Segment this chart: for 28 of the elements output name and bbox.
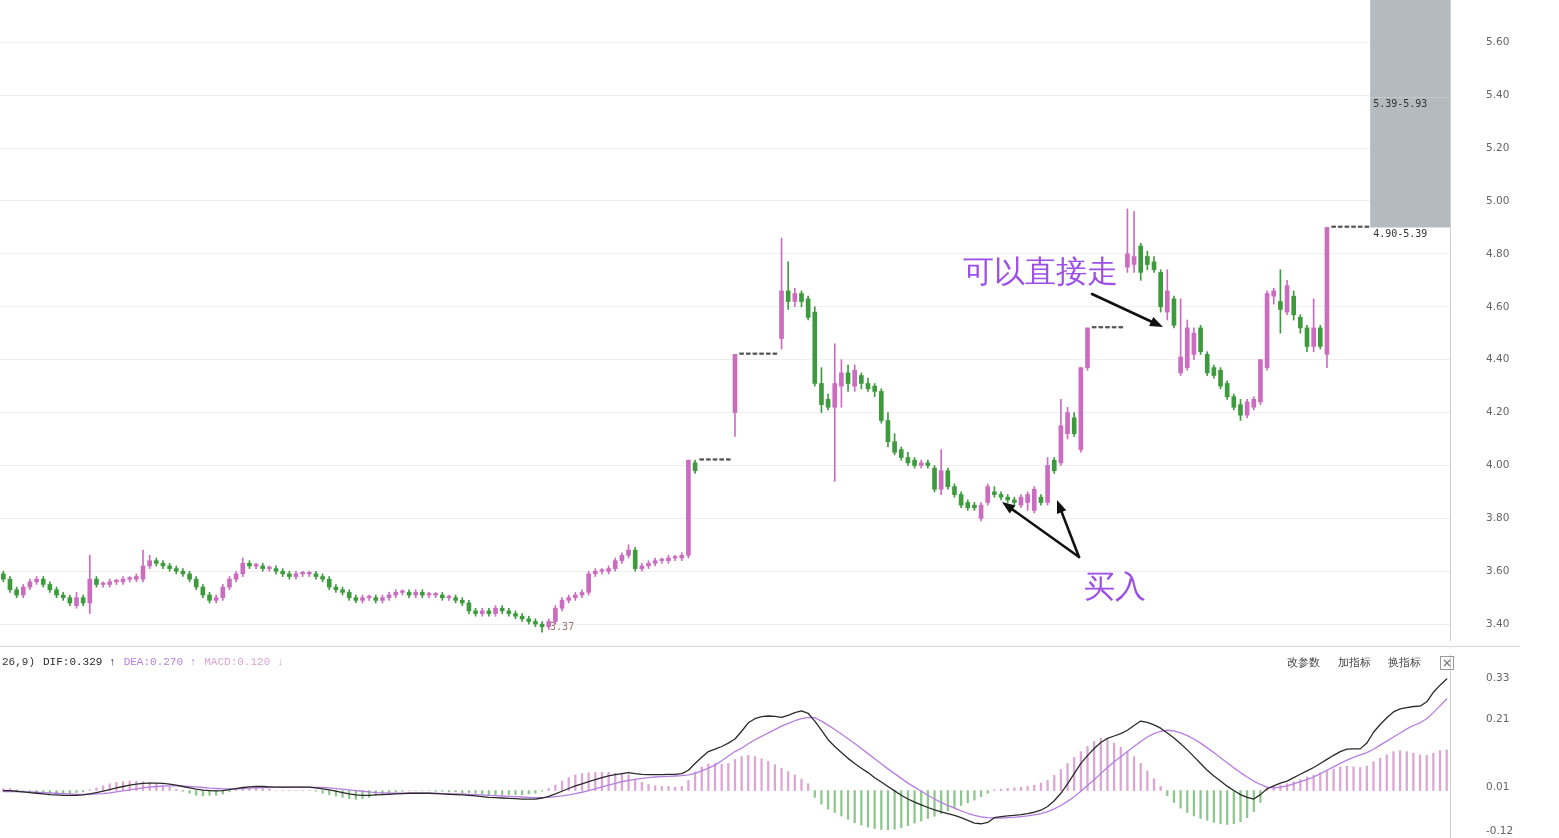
y-tick-label: 4.40	[1486, 352, 1510, 365]
y-tick-label: 3.80	[1486, 511, 1510, 524]
text: DIF:0.329 ↑	[43, 656, 116, 668]
y-tick-label: -0.12	[1486, 823, 1514, 836]
annotation: 可以直接走	[963, 253, 1118, 289]
y-tick-label: 5.20	[1486, 140, 1510, 153]
annotation: 买入	[1084, 568, 1146, 604]
y-tick-label: 4.00	[1486, 458, 1510, 471]
y-tick-label: 5.40	[1486, 87, 1510, 100]
band-label: 5.39-5.93	[1373, 98, 1428, 110]
y-tick-label: 4.20	[1486, 405, 1510, 418]
annotation: 3.37	[550, 621, 575, 633]
y-tick-label: 0.33	[1486, 671, 1510, 684]
band-label: 4.90-5.39	[1373, 228, 1428, 240]
y-tick-label: 3.60	[1486, 563, 1510, 576]
y-tick-label: 4.80	[1486, 246, 1510, 259]
annotation: 换指标	[1388, 656, 1421, 669]
y-tick-label: 5.00	[1486, 193, 1510, 206]
y-tick-label: 3.40	[1486, 616, 1510, 629]
y-tick-label: 0.01	[1486, 779, 1510, 792]
y-tick-label: 4.60	[1486, 299, 1510, 312]
text: MACD:0.120 ↓	[204, 656, 284, 668]
y-tick-label: 0.21	[1486, 712, 1510, 725]
legend-title: 26,9)	[2, 656, 36, 668]
annotation: 加指标	[1338, 656, 1371, 669]
y-tick-label: 5.60	[1486, 35, 1510, 48]
text: DEA:0.270 ↑	[123, 656, 197, 668]
annotation: 改参数	[1287, 656, 1320, 669]
